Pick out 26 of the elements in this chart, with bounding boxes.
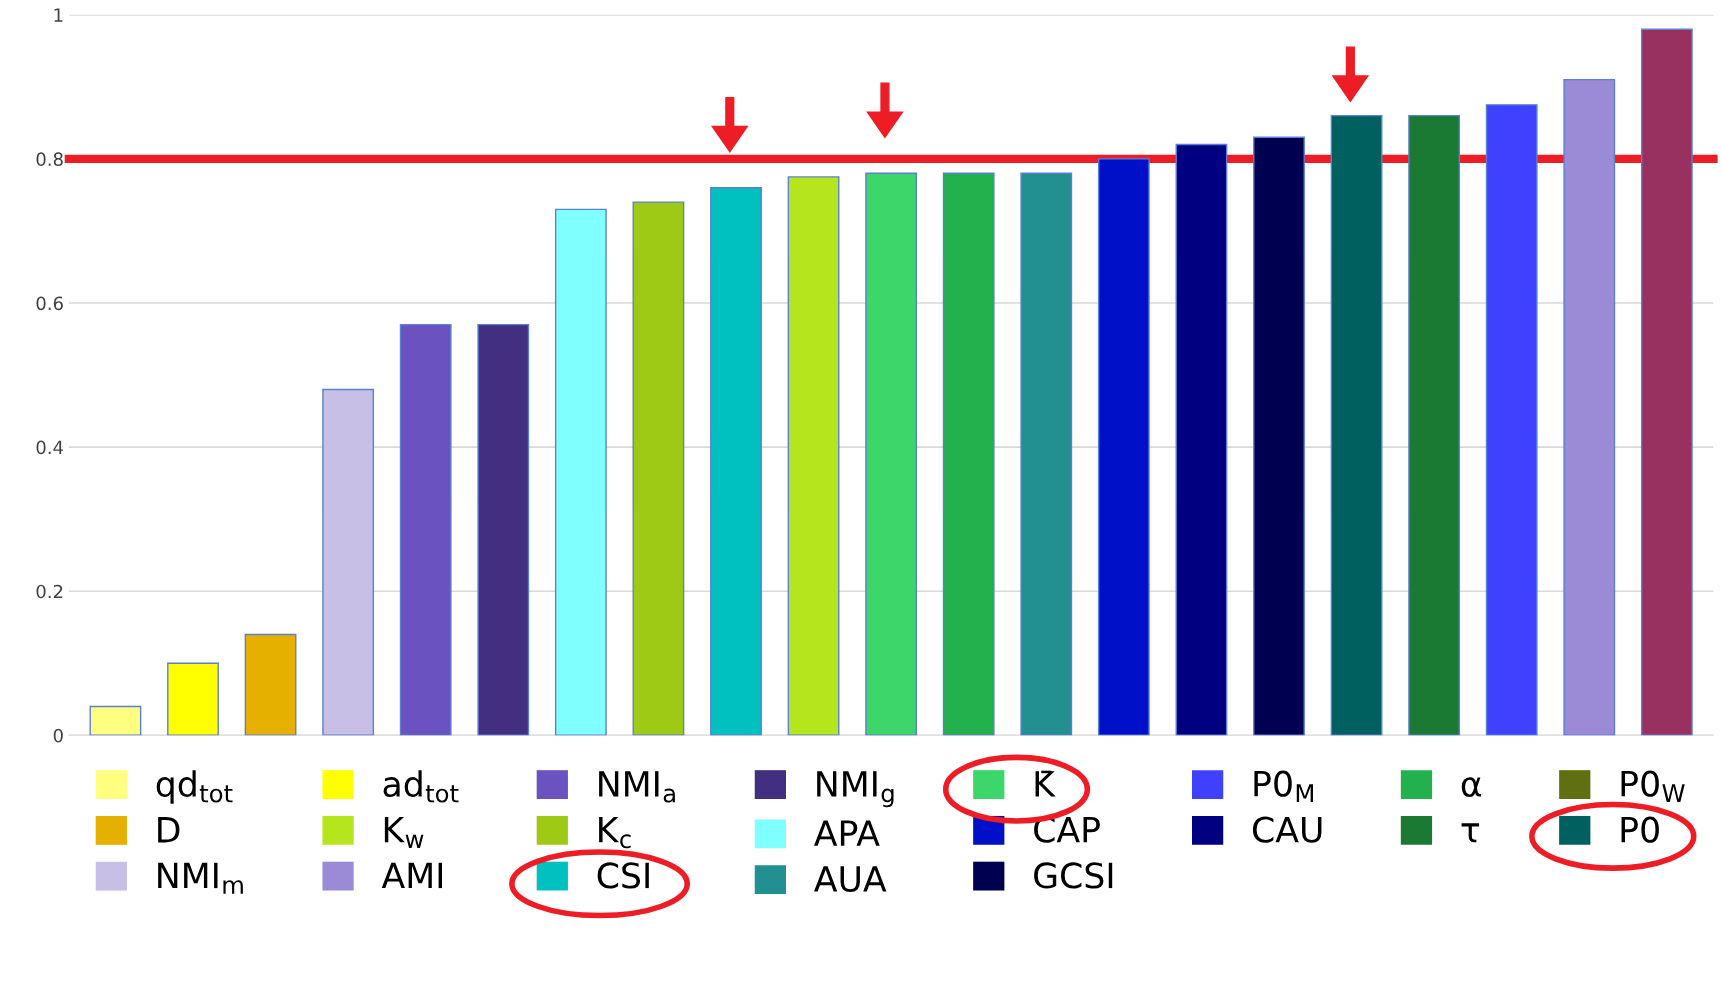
legend-label: NMI$_{g}$ — [817, 771, 894, 808]
legend-label: CAU — [1252, 816, 1322, 843]
y-tick-label: 0.2 — [36, 584, 63, 599]
legend-label: τ — [1461, 823, 1480, 843]
legend-label: P0 — [1621, 816, 1659, 843]
legend-label: K̄ — [1035, 770, 1056, 797]
legend-label: P0$_{M}$ — [1254, 770, 1313, 802]
legend-label: CSI — [597, 862, 649, 889]
y-tick-label: 0 — [53, 728, 63, 743]
legend-label: α — [1461, 777, 1482, 797]
legend-label: D — [158, 817, 180, 843]
legend-label: K$_{w}$ — [384, 816, 424, 848]
y-tick-label: 0.6 — [36, 296, 63, 311]
legend-label: K$_{c}$ — [599, 816, 631, 849]
y-tick-label: 0.4 — [36, 440, 64, 455]
legend-label: GCSI — [1034, 862, 1113, 889]
legend-label: P0$_{W}$ — [1621, 770, 1685, 802]
legend-label: AUA — [814, 866, 887, 893]
legend-label: APA — [814, 820, 880, 846]
legend-label: NMI$_{a}$ — [599, 771, 675, 803]
legend-label: AMI — [381, 862, 443, 889]
legend-label: NMI$_{m}$ — [158, 862, 243, 894]
y-tick-label: 0.8 — [36, 152, 63, 167]
legend-label: qd$_{tot}$ — [156, 770, 233, 804]
legend-label: ad$_{tot}$ — [383, 770, 459, 803]
y-tick-label: 1 — [54, 8, 63, 22]
